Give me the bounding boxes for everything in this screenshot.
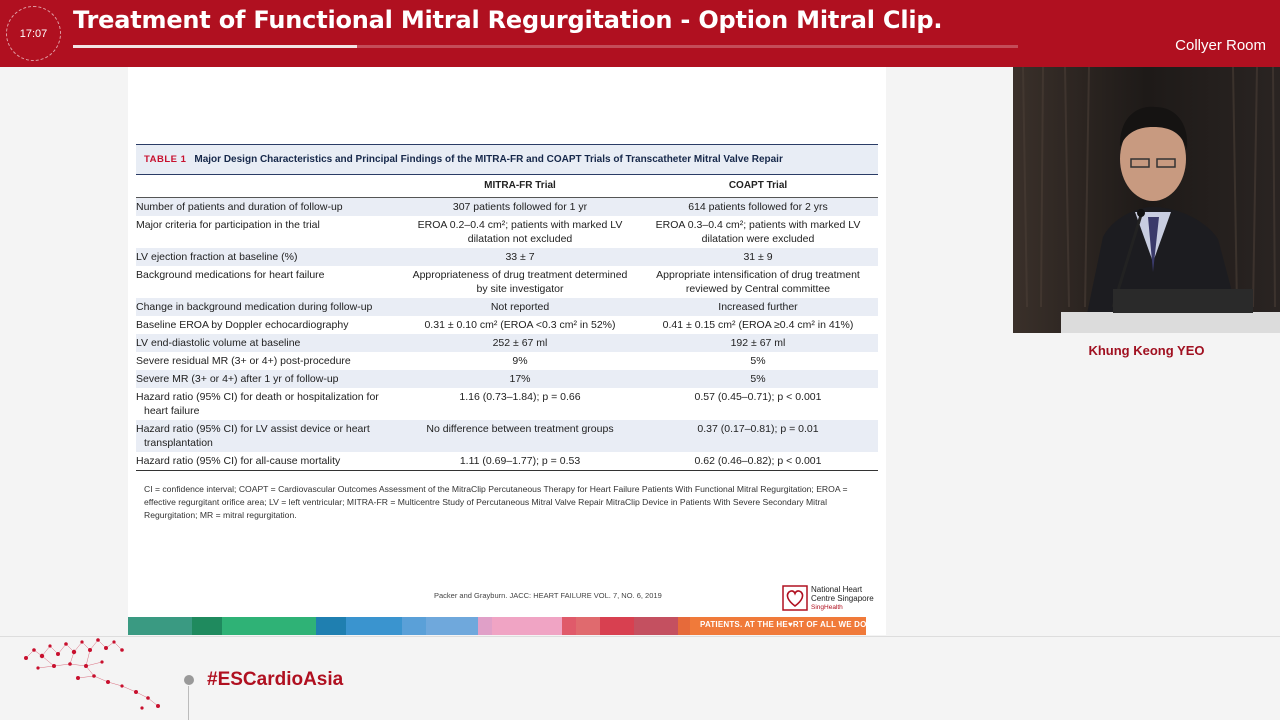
header-bar: 17:07 Treatment of Functional Mitral Reg… <box>0 0 1280 67</box>
table-row: Severe MR (3+ or 4+) after 1 yr of follo… <box>136 369 878 388</box>
coapt-value: 614 patients followed for 2 yrs <box>638 197 878 216</box>
row-label: Hazard ratio (95% CI) for LV assist devi… <box>136 419 402 452</box>
heart-logo-icon <box>782 585 808 611</box>
mitra-fr-value: 17% <box>402 369 638 388</box>
nhcs-logo: National Heart Centre Singapore SingHeal… <box>782 585 878 613</box>
mitra-fr-value: No difference between treatment groups <box>402 419 638 452</box>
tagline: PATIENTS. AT THE HE♥RT OF ALL WE DO. <box>700 620 869 629</box>
mitra-fr-value: 0.31 ± 0.10 cm² (EROA <0.3 cm² in 52%) <box>424 318 616 331</box>
table-row: Major criteria for participation in the … <box>136 216 878 248</box>
table-row: Hazard ratio (95% CI) for LV assist devi… <box>136 419 878 452</box>
coapt-value: 0.41 ± 0.15 cm² (EROA ≥0.4 cm² in 41%) <box>662 318 854 331</box>
speaker-name: Khung Keong YEO <box>1088 343 1205 358</box>
mitra-fr-value: EROA 0.2–0.4 cm²; patients with marked L… <box>417 218 623 245</box>
speaker-video-frame <box>1013 67 1280 333</box>
talk-progress-fill <box>73 45 357 48</box>
mitra-fr-value: 1.16 (0.73–1.84); p = 0.66 <box>459 390 581 403</box>
row-label: Major criteria for participation in the … <box>136 218 320 231</box>
row-label: Severe residual MR (3+ or 4+) post-proce… <box>136 354 351 367</box>
mitra-fr-value: Appropriateness of drug treatment determ… <box>412 268 628 295</box>
coapt-value: EROA 0.3–0.4 cm²; patients with marked L… <box>655 218 861 245</box>
session-clock: 17:07 <box>6 6 61 61</box>
mitra-fr-value: 1.11 (0.69–1.77); p = 0.53 <box>459 454 581 467</box>
logo-line-2: Centre Singapore <box>811 594 874 603</box>
table-row: Hazard ratio (95% CI) for death or hospi… <box>136 388 878 420</box>
table-row: Hazard ratio (95% CI) for all-cause mort… <box>136 452 878 470</box>
room-name: Collyer Room <box>1175 37 1266 54</box>
table-row: LV ejection fraction at baseline (%) 33 ±… <box>136 247 878 266</box>
coapt-value: 0.37 (0.17–0.81); p = 0.01 <box>638 419 878 452</box>
mitra-fr-value: 9% <box>512 354 528 367</box>
asia-map-dots-icon <box>24 638 160 710</box>
column-header-label <box>136 175 402 198</box>
speaker-video <box>1013 67 1280 333</box>
column-header-mitra: MITRA-FR Trial <box>402 175 638 198</box>
decorative-color-bar <box>128 617 886 635</box>
row-label: LV ejection fraction at baseline (%) <box>136 247 402 266</box>
mitra-fr-value: 307 patients followed for 1 yr <box>402 197 638 216</box>
row-label: Number of patients and duration of follo… <box>136 197 402 216</box>
hashtag-divider <box>188 686 189 720</box>
table: MITRA-FR Trial COAPT Trial Number of pat… <box>136 175 878 470</box>
table-header-row: MITRA-FR Trial COAPT Trial <box>136 175 878 198</box>
citation: Packer and Grayburn. JACC: HEART FAILURE… <box>434 591 662 600</box>
table-footnote: CI = confidence interval; COAPT = Cardio… <box>144 483 848 520</box>
table-row: LV end-diastolic volume at baseline 252 ±… <box>136 333 878 352</box>
coapt-value: 31 ± 9 <box>638 247 878 266</box>
coapt-value: Increased further <box>638 297 878 316</box>
hashtag-bullet-icon <box>184 675 194 685</box>
table-bottom-rule <box>136 469 878 471</box>
coapt-value: 192 ± 67 ml <box>638 333 878 352</box>
row-label: Background medications for heart failure <box>136 268 325 281</box>
row-label: Hazard ratio (95% CI) for death or hospi… <box>136 390 379 417</box>
mitra-fr-value: Not reported <box>402 297 638 316</box>
table-label: TABLE 1 <box>144 154 187 165</box>
table-row: Background medications for heart failure… <box>136 266 878 298</box>
row-label: LV end-diastolic volume at baseline <box>136 333 402 352</box>
table-caption: TABLE 1 Major Design Characteristics and… <box>136 144 878 175</box>
logo-line-3: SingHealth <box>811 604 843 611</box>
table-title: Major Design Characteristics and Princip… <box>194 154 783 165</box>
table-row: Baseline EROA by Doppler echocardiograph… <box>136 316 878 334</box>
column-header-coapt: COAPT Trial <box>638 175 878 198</box>
talk-title: Treatment of Functional Mitral Regurgita… <box>73 6 943 34</box>
talk-progress-bar <box>73 45 1018 48</box>
coapt-value: 0.57 (0.45–0.71); p < 0.001 <box>694 390 822 403</box>
mitra-fr-value: 252 ± 67 ml <box>402 333 638 352</box>
table-row: Number of patients and duration of follo… <box>136 197 878 216</box>
table-row: Severe residual MR (3+ or 4+) post-proce… <box>136 352 878 370</box>
row-label: Baseline EROA by Doppler echocardiograph… <box>136 318 349 331</box>
coapt-value: 5% <box>638 369 878 388</box>
logo-line-1: National Heart <box>811 585 863 594</box>
presentation-slide: TABLE 1 Major Design Characteristics and… <box>128 67 886 635</box>
table-row: Change in background medication during f… <box>136 297 878 316</box>
mitra-fr-value: 33 ± 7 <box>402 247 638 266</box>
coapt-value: 5% <box>750 354 766 367</box>
trial-comparison-table: TABLE 1 Major Design Characteristics and… <box>136 144 878 522</box>
event-hashtag: #ESCardioAsia <box>207 669 344 690</box>
row-label: Change in background medication during f… <box>136 297 402 316</box>
row-label: Hazard ratio (95% CI) for all-cause mort… <box>136 454 341 467</box>
coapt-value: 0.62 (0.46–0.82); p < 0.001 <box>694 454 822 467</box>
bottom-divider <box>0 636 1280 637</box>
row-label: Severe MR (3+ or 4+) after 1 yr of follo… <box>136 369 402 388</box>
nhcs-logo-text: National Heart Centre Singapore SingHeal… <box>811 585 874 612</box>
coapt-value: Appropriate intensification of drug trea… <box>656 268 860 295</box>
